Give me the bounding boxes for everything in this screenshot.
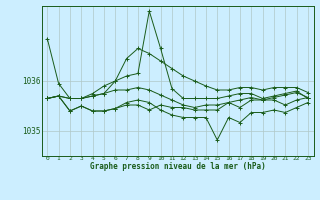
X-axis label: Graphe pression niveau de la mer (hPa): Graphe pression niveau de la mer (hPa): [90, 162, 266, 171]
